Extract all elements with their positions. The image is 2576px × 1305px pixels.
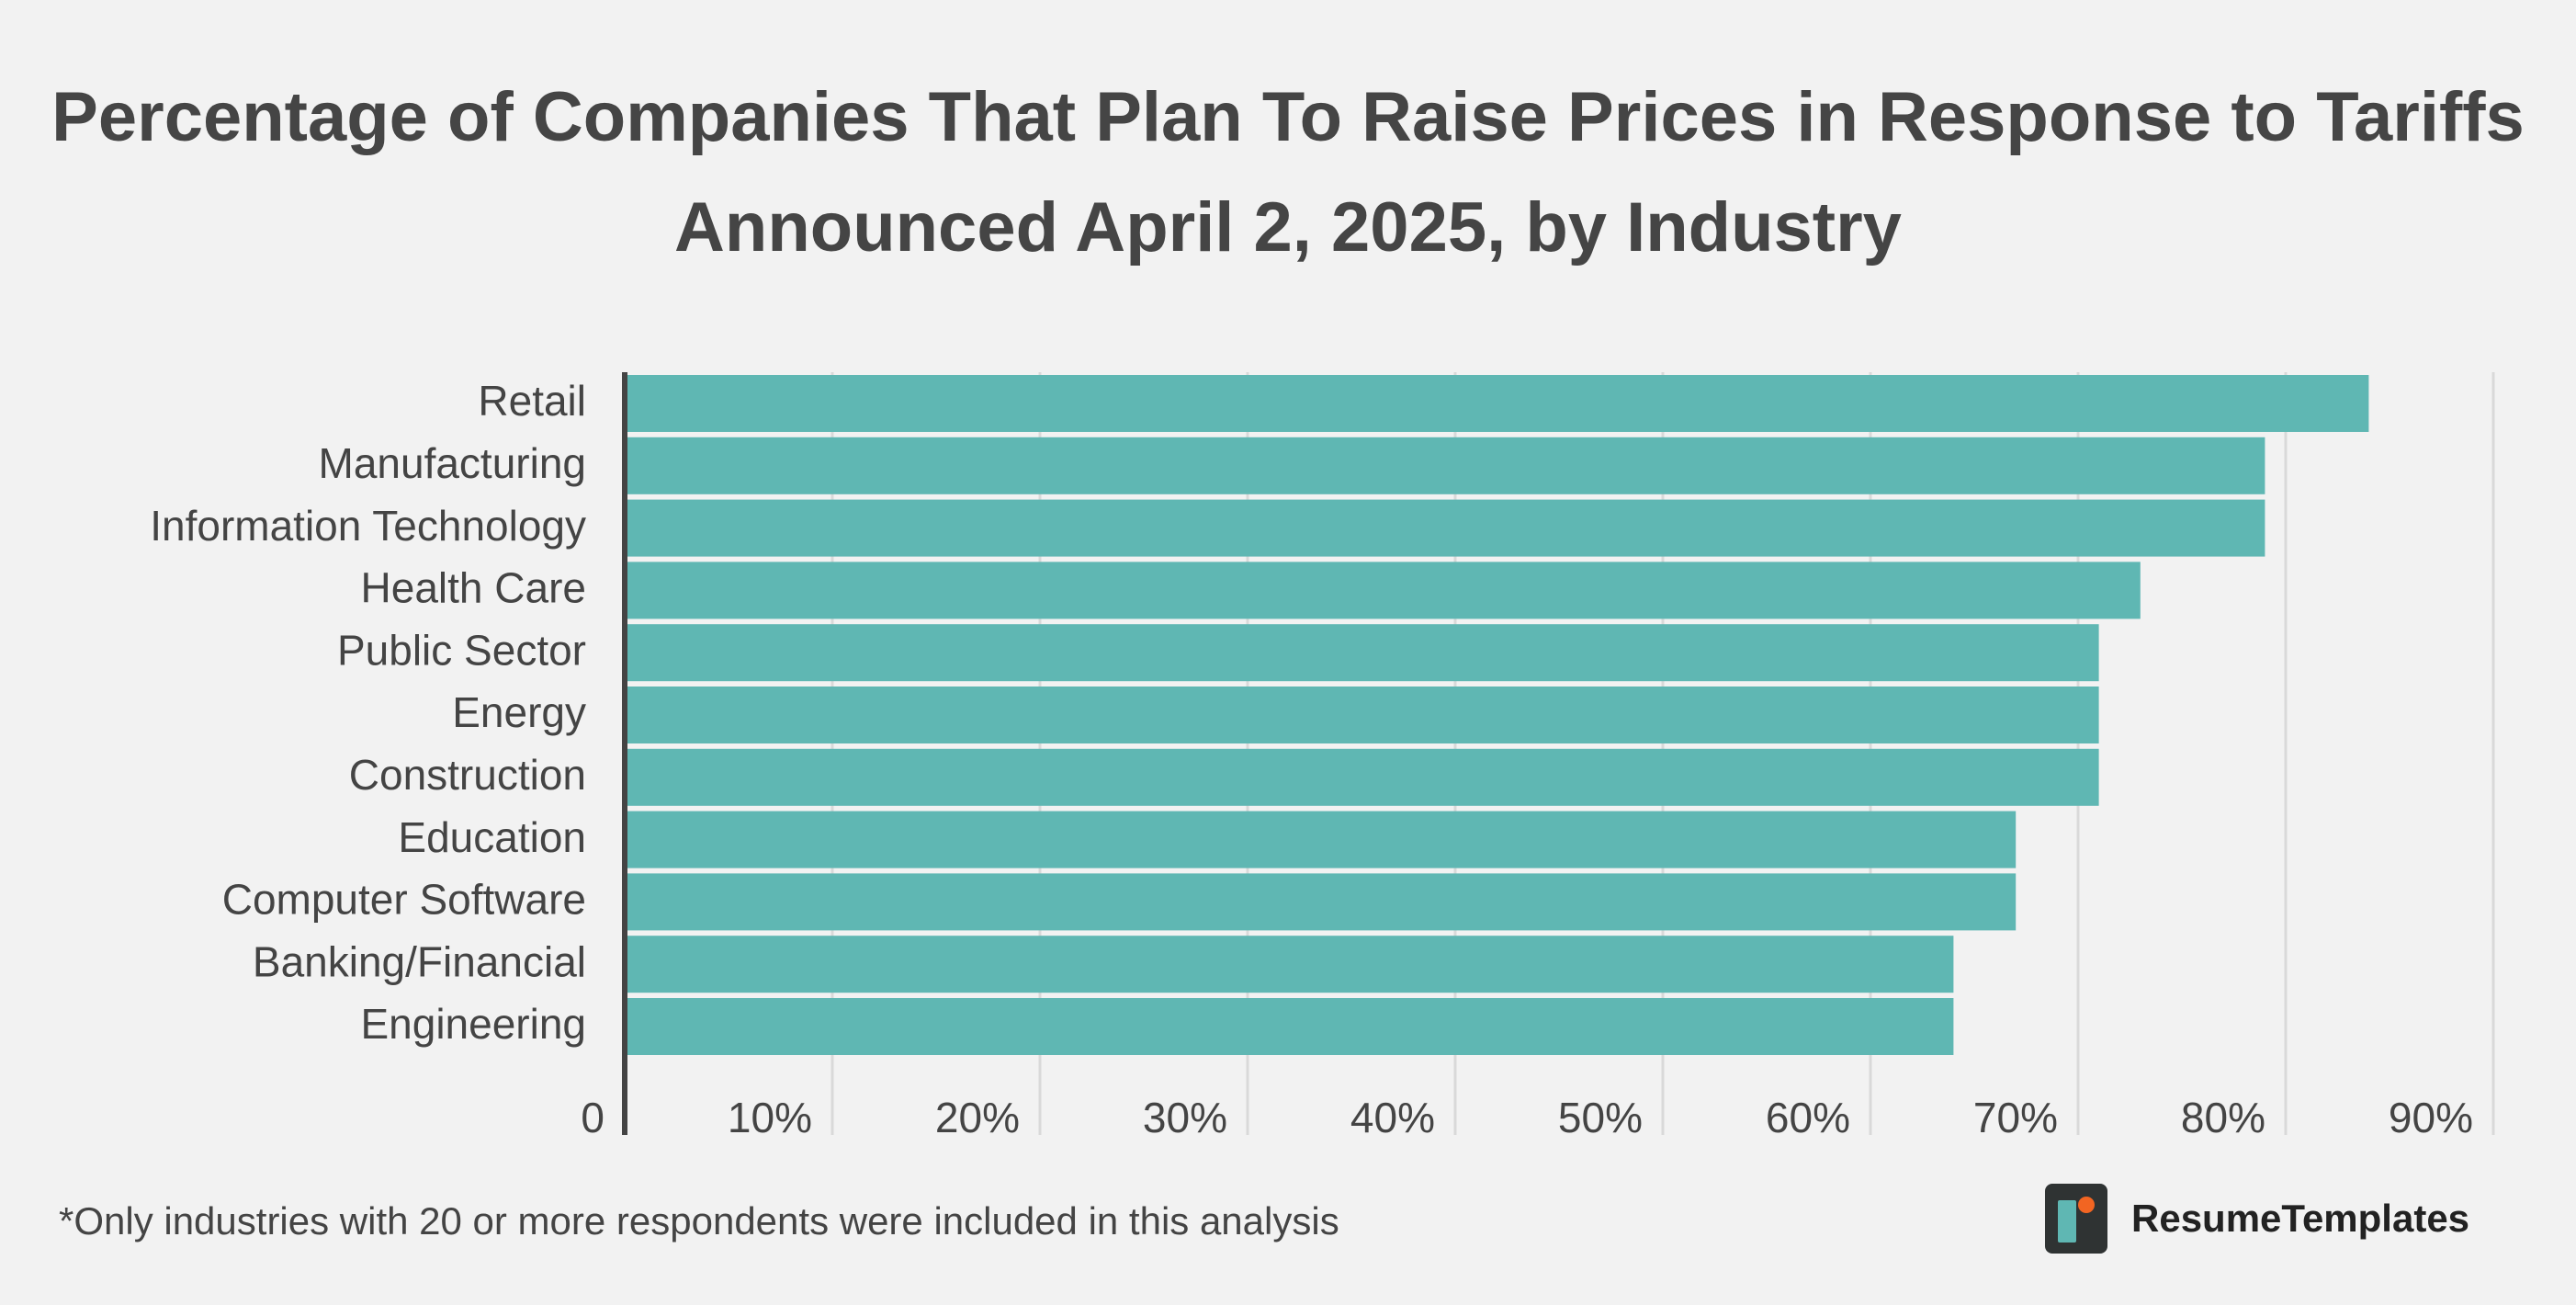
bar-energy <box>625 687 2099 743</box>
bar-construction <box>625 748 2099 806</box>
category-label: Construction <box>349 751 586 799</box>
category-label: Retail <box>478 377 586 425</box>
category-label: Energy <box>452 688 586 736</box>
x-tick-label: 90% <box>2389 1094 2473 1141</box>
bar-retail <box>625 375 2369 432</box>
bar-education <box>625 811 2017 868</box>
bar-health-care <box>625 562 2141 619</box>
bar-public-sector <box>625 624 2099 682</box>
x-tick-label: 50% <box>1558 1094 1643 1141</box>
x-tick-label: 70% <box>1973 1094 2058 1141</box>
category-label: Computer Software <box>222 876 586 924</box>
x-tick-label: 0 <box>581 1094 604 1141</box>
chart-title-line-1: Percentage of Companies That Plan To Rai… <box>51 78 2525 156</box>
x-tick-label: 20% <box>935 1094 1020 1141</box>
category-label: Education <box>398 813 586 861</box>
bar-banking-financial <box>625 936 1954 993</box>
bars <box>625 375 2369 1055</box>
category-label: Information Technology <box>150 502 586 550</box>
category-labels: Retail Manufacturing Information Technolog… <box>150 377 586 1048</box>
x-tick-label: 10% <box>728 1094 812 1141</box>
x-tick-label: 30% <box>1143 1094 1227 1141</box>
category-label: Engineering <box>360 1000 586 1048</box>
x-tick-label: 80% <box>2181 1094 2265 1141</box>
bar-information-technology <box>625 499 2265 557</box>
category-label: Health Care <box>361 564 586 612</box>
bar-computer-software <box>625 873 2017 931</box>
chart-title-line-2: Announced April 2, 2025, by Industry <box>674 188 1902 267</box>
category-label: Manufacturing <box>319 439 587 487</box>
brand-logo: ResumeTemplates <box>2045 1184 2469 1254</box>
resume-templates-logo-icon <box>2045 1184 2107 1254</box>
category-label: Public Sector <box>337 626 586 674</box>
x-tick-label: 40% <box>1350 1094 1435 1141</box>
brand-name: ResumeTemplates <box>2131 1197 2470 1240</box>
footnote: *Only industries with 20 or more respond… <box>59 1199 1339 1243</box>
x-tick-label: 60% <box>1766 1094 1850 1141</box>
tick-labels: 0 10% 20% 30% 40% 50% 60% 70% 80% 90% <box>581 1094 2473 1141</box>
bar-engineering <box>625 998 1954 1055</box>
chart-title: Percentage of Companies That Plan To Rai… <box>0 62 2576 283</box>
category-label: Banking/Financial <box>253 937 586 985</box>
bar-manufacturing <box>625 437 2265 494</box>
